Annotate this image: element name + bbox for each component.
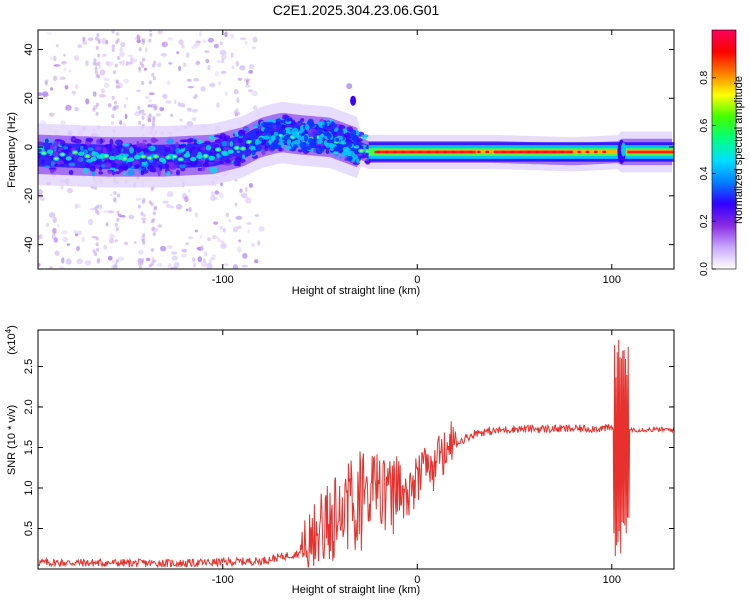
spectrogram-x-tick-label: -100 [212,274,234,286]
colorbar-tick-label: 0.0 [699,262,710,276]
spectrogram-y-tick-label: -40 [23,237,35,253]
spectrogram-y-tick-label: -20 [23,188,35,204]
colorbar-gradient [711,29,737,270]
spectrogram-axis-ticks: -100 0 100 -40 -20 0 20 40 [23,30,674,286]
spectrogram-panel: -100 0 100 -40 -20 0 20 40 Height of straight l… [6,29,675,297]
colorbar-tick-label: 0.6 [699,118,710,132]
snr-y-label: SNR (10 * v/v) [6,405,18,475]
snr-y-tick-label: 1.5 [23,440,35,455]
snr-x-label: Height of straight line (km) [292,584,420,596]
snr-frame [37,329,675,570]
spectrogram-y-label: Frequency (Hz) [6,112,18,188]
spectrogram-y-tick-label: 40 [23,43,35,55]
figure-title: C2E1.2025.304.23.06.G01 [273,2,440,18]
spectrogram-x-label: Height of straight line (km) [292,285,420,297]
spectrogram-image [38,30,674,269]
snr-x-tick-label: -100 [212,574,234,586]
snr-y-tick-label: 0.5 [23,521,35,536]
snr-y-tick-label: 2.0 [23,399,35,414]
spectrogram-x-tick-label: 100 [603,274,621,286]
colorbar-tick-label: 0.4 [699,166,710,180]
snr-x-tick-label: 100 [603,574,621,586]
snr-y-tick-label: 2.5 [23,359,35,374]
colorbar-tick-label: 0.2 [699,214,710,228]
snr-axis-ticks: -100 0 100 0.5 1.0 1.5 2.0 2.5 [23,330,674,586]
snr-y-exponent: (x104) [4,325,18,355]
spectrogram-y-tick-label: 20 [23,92,35,104]
colorbar: 0.0 0.2 0.4 0.6 0.8 Normalized spectral ampl… [699,29,745,276]
snr-y-tick-label: 1.0 [23,480,35,495]
spectrogram-frame [37,29,675,270]
spectrogram-x-tick-label: 0 [414,274,420,286]
snr-x-tick-label: 0 [414,574,420,586]
colorbar-label: Normalized spectral amplitude [733,76,745,224]
colorbar-tick-label: 0.8 [699,70,710,84]
snr-series-line [38,339,674,569]
spectrogram-y-tick-label: 0 [23,144,35,150]
colorbar-ticks: 0.0 0.2 0.4 0.6 0.8 [699,70,716,276]
snr-panel: -100 0 100 0.5 1.0 1.5 2.0 2.5 Height of straig… [4,325,675,596]
